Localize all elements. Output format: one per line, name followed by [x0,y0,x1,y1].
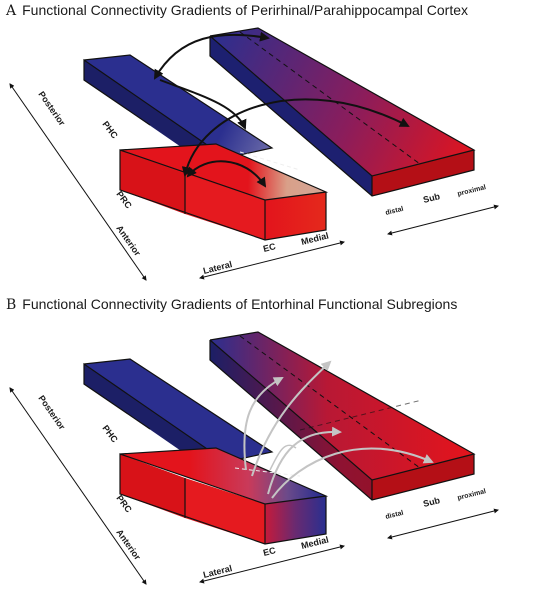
sub-label-b: Sub [422,495,441,509]
sub-top-b [210,332,474,500]
connection-arrows-b [243,360,434,499]
panel-a-letter: A [6,3,17,19]
sub-slab-b [209,331,476,501]
connection-arrows-a [153,31,410,188]
panel-b: PHC PRC Posterior Anterior Lateral EC Me… [9,331,499,585]
ec-label-b: EC [262,545,277,558]
prc-ec-slab-b [119,447,329,545]
axis-posterior-anterior-b [9,387,147,585]
axis-distal-proximal-a [387,204,499,236]
sub-dashed-b [239,335,421,469]
sub-label-a: Sub [422,191,441,205]
distal-label-a: distal [385,206,404,217]
proximal-label-a: proximal [457,184,487,198]
axis-lateral-medial-a [199,240,345,280]
phc-label-b: PHC [100,423,120,445]
panel-b-title: B Functional Connectivity Gradients of En… [6,296,457,313]
proximal-label-b: proximal [457,488,487,502]
posterior-label-b: Posterior [36,393,67,432]
ec-front-b [265,496,326,544]
panel-a-title-text: Functional Connectivity Gradients of Per… [22,2,469,18]
axis-posterior-anterior-a [9,83,147,281]
sub-dashed-a [239,31,421,165]
panel-a-title: A Functional Connectivity Gradients of Pe… [6,2,468,19]
phc-top-b [84,359,272,462]
sub-front-a [372,150,474,196]
posterior-label-a: Posterior [36,89,67,128]
phc-label-a: PHC [100,119,120,141]
panel-b-title-text: Functional Connectivity Gradients of Ent… [22,296,458,312]
sub-left-side-b [210,340,372,500]
axis-lateral-medial-b [199,544,345,584]
panel-a: PHC PRC Posterior Anterior Lateral EC Me… [9,27,499,281]
panel-b-letter: B [6,297,17,313]
ec-label-a: EC [262,241,277,254]
ec-top-b [120,448,326,504]
ec-front-a [265,192,326,240]
axis-distal-proximal-b [387,508,499,540]
prc-ec-slab-a [119,143,329,241]
distal-label-b: distal [385,510,404,521]
sub-front-b [372,454,474,500]
